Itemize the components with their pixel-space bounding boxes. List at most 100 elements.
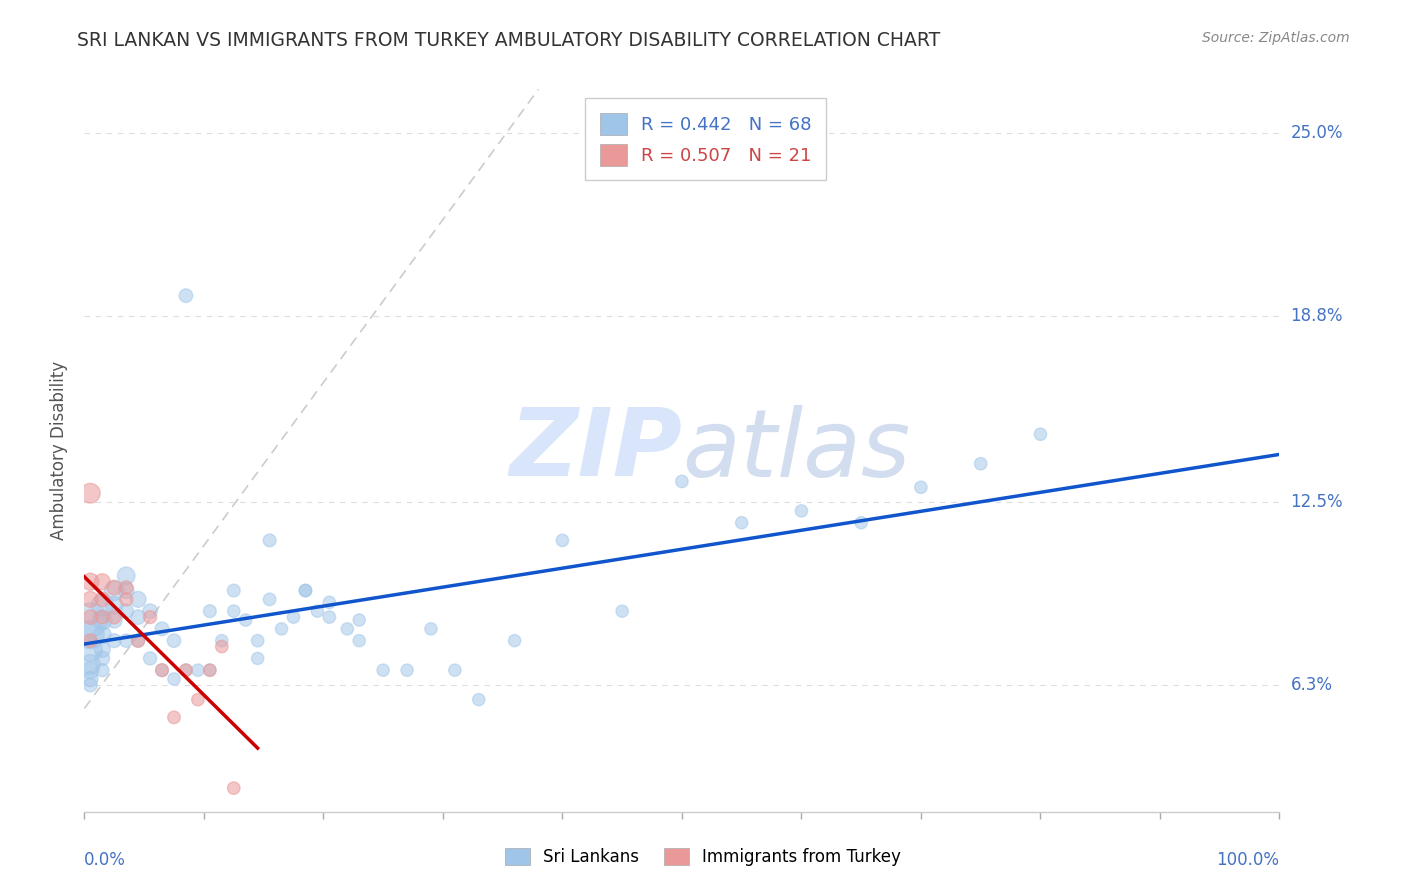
Point xyxy=(163,672,186,686)
Point xyxy=(115,569,138,583)
Point xyxy=(79,592,101,607)
Text: 12.5%: 12.5% xyxy=(1291,493,1343,511)
Point xyxy=(103,613,125,627)
Text: SRI LANKAN VS IMMIGRANTS FROM TURKEY AMBULATORY DISABILITY CORRELATION CHART: SRI LANKAN VS IMMIGRANTS FROM TURKEY AMB… xyxy=(77,31,941,50)
Point xyxy=(420,622,443,636)
Text: Source: ZipAtlas.com: Source: ZipAtlas.com xyxy=(1202,31,1350,45)
Point xyxy=(79,610,101,624)
Point xyxy=(115,604,138,618)
Point xyxy=(139,610,162,624)
Point xyxy=(259,533,281,548)
Point xyxy=(503,633,526,648)
Point xyxy=(211,640,233,654)
Point xyxy=(612,604,634,618)
Point xyxy=(79,657,101,672)
Point xyxy=(79,486,101,500)
Point xyxy=(91,651,114,665)
Point xyxy=(222,604,245,618)
Point xyxy=(103,599,125,613)
Text: atlas: atlas xyxy=(682,405,910,496)
Text: 0.0%: 0.0% xyxy=(84,851,127,869)
Point xyxy=(103,610,125,624)
Point xyxy=(259,592,281,607)
Point xyxy=(187,692,209,706)
Point xyxy=(103,583,125,598)
Point xyxy=(115,592,138,607)
Point xyxy=(187,663,209,677)
Point xyxy=(222,583,245,598)
Point xyxy=(91,599,114,613)
Point xyxy=(91,642,114,657)
Point xyxy=(127,633,149,648)
Point xyxy=(139,651,162,665)
Point xyxy=(198,663,221,677)
Point xyxy=(851,516,873,530)
Point xyxy=(211,633,233,648)
Y-axis label: Ambulatory Disability: Ambulatory Disability xyxy=(51,361,69,540)
Point xyxy=(79,574,101,589)
Point xyxy=(139,604,162,618)
Point xyxy=(79,633,101,648)
Text: 6.3%: 6.3% xyxy=(1291,676,1333,694)
Point xyxy=(91,628,114,642)
Point xyxy=(91,574,114,589)
Text: ZIP: ZIP xyxy=(509,404,682,497)
Point xyxy=(970,457,993,471)
Legend: R = 0.442   N = 68, R = 0.507   N = 21: R = 0.442 N = 68, R = 0.507 N = 21 xyxy=(585,98,827,180)
Point xyxy=(91,663,114,677)
Point xyxy=(150,663,173,677)
Point xyxy=(174,663,197,677)
Point xyxy=(373,663,395,677)
Point xyxy=(294,583,316,598)
Point xyxy=(731,516,754,530)
Point xyxy=(307,604,329,618)
Point xyxy=(91,613,114,627)
Point xyxy=(198,604,221,618)
Point xyxy=(79,672,101,686)
Point xyxy=(91,610,114,624)
Point xyxy=(551,533,574,548)
Point xyxy=(396,663,419,677)
Point xyxy=(163,710,186,724)
Point xyxy=(790,504,813,518)
Point xyxy=(222,781,245,796)
Point xyxy=(1029,427,1052,442)
Point xyxy=(127,610,149,624)
Point xyxy=(468,692,491,706)
Point xyxy=(163,633,186,648)
Point xyxy=(235,613,257,627)
Point xyxy=(283,610,305,624)
Point xyxy=(115,583,138,598)
Point xyxy=(318,595,340,609)
Point xyxy=(127,633,149,648)
Point xyxy=(103,581,125,595)
Text: 18.8%: 18.8% xyxy=(1291,307,1343,326)
Point xyxy=(444,663,467,677)
Point xyxy=(103,633,125,648)
Point xyxy=(79,642,101,657)
Point xyxy=(910,480,932,494)
Point xyxy=(174,288,197,302)
Text: 25.0%: 25.0% xyxy=(1291,125,1343,143)
Point xyxy=(79,663,101,677)
Point xyxy=(198,663,221,677)
Point xyxy=(349,633,371,648)
Point xyxy=(336,622,359,636)
Point xyxy=(270,622,292,636)
Point xyxy=(127,592,149,607)
Text: 100.0%: 100.0% xyxy=(1216,851,1279,869)
Point xyxy=(79,613,101,627)
Point xyxy=(246,651,269,665)
Point xyxy=(318,610,340,624)
Point xyxy=(115,633,138,648)
Point xyxy=(79,678,101,692)
Point xyxy=(150,622,173,636)
Point xyxy=(246,633,269,648)
Point xyxy=(174,663,197,677)
Point xyxy=(671,475,693,489)
Legend: Sri Lankans, Immigrants from Turkey: Sri Lankans, Immigrants from Turkey xyxy=(496,840,910,875)
Point xyxy=(115,581,138,595)
Point xyxy=(294,583,316,598)
Point xyxy=(91,592,114,607)
Point xyxy=(349,613,371,627)
